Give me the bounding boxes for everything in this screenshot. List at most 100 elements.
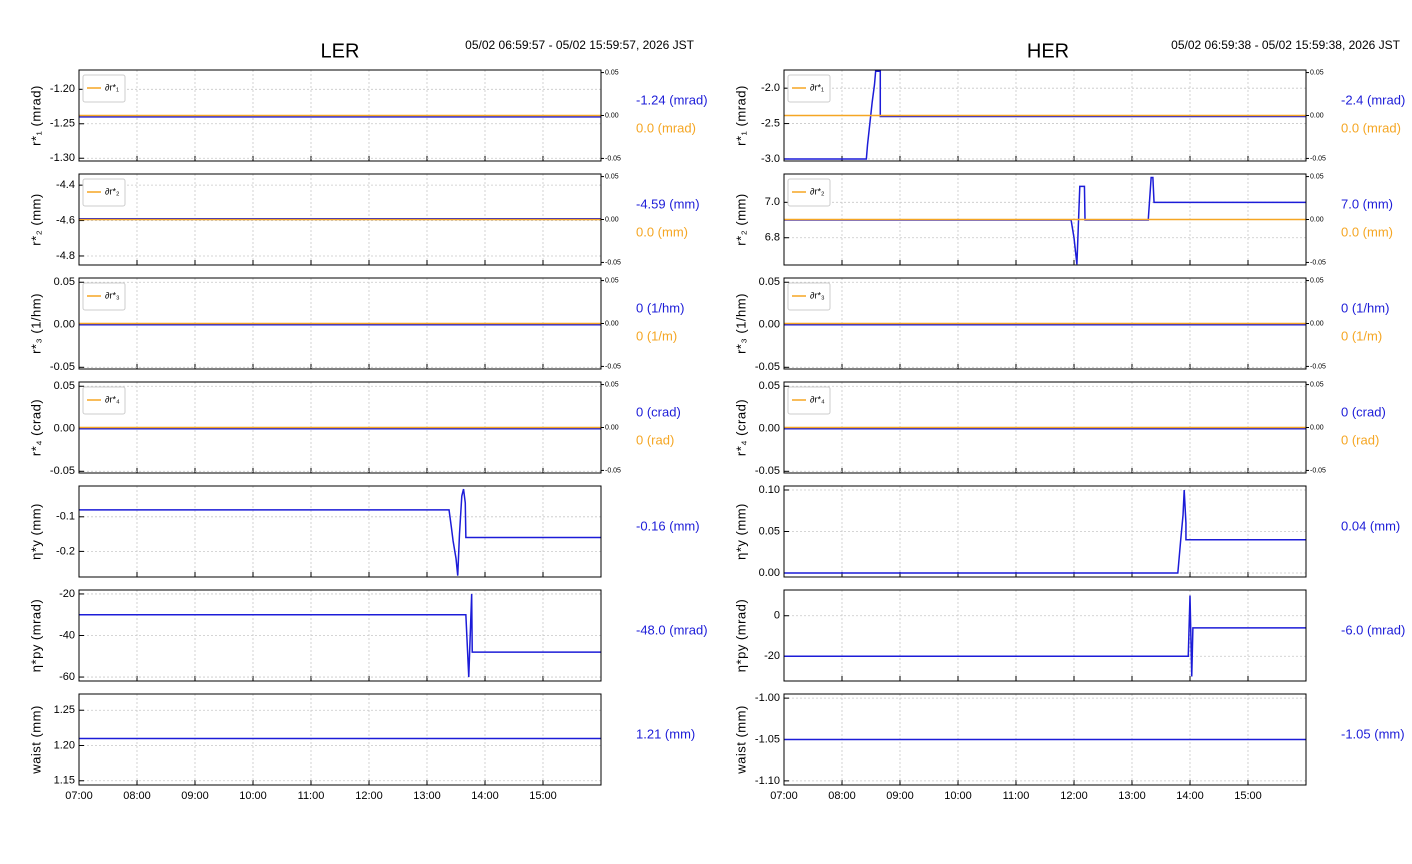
y-tick-label: -4.4 [56,179,75,191]
x-tick-label: 13:00 [413,790,441,802]
y-axis-label: r*₁ (mrad) [28,85,43,146]
legend-label: ∂r*₂ [810,186,825,196]
panel: 0 -20 η*py (mrad) -6.0 (mrad) [733,589,1405,682]
y2-tick-label: 0.00 [605,216,619,223]
x-tick-label: 15:00 [529,790,557,802]
plot-frame [78,277,602,370]
y-tick-label: 0.00 [54,319,75,331]
readout: 7.0 (mm) [1341,196,1393,211]
y2-tick-label: 0.00 [1310,424,1324,431]
y-tick-label: -20 [764,650,780,662]
y-tick-label: -1.30 [50,152,75,164]
y2-tick-label: 0.05 [1310,173,1324,180]
legend: ∂r*₂ [787,178,831,207]
readout: 0 (1/m) [636,328,677,343]
plot-frame [78,693,602,786]
plot-frame [783,485,1307,578]
legend: ∂r*₁ [787,74,831,103]
y-tick-label: 0.05 [54,380,75,392]
readout: -4.59 (mm) [636,196,700,211]
legend-box [787,386,831,415]
readout: -2.4 (mrad) [1341,92,1405,107]
readout: 0.0 (mm) [636,224,688,239]
legend-label: ∂r*₄ [810,394,825,404]
y-tick-label: -1.05 [755,733,780,745]
y2-tick-label: 0.00 [605,424,619,431]
y-tick-label: -1.00 [755,692,780,704]
y2-tick-label: 0.00 [1310,112,1324,119]
y-tick-label: 0.00 [759,319,780,331]
y-tick-label: 0 [774,610,780,622]
readout: 0.0 (mrad) [1341,120,1401,135]
panel: 7.0 6.8 0.05 0.00 -0.05 r*₂ (mm) ∂r*₂ 7.0 (mm) 0… [733,173,1393,266]
readout: 0 (rad) [1341,432,1379,447]
y-tick-label: 0.05 [54,276,75,288]
plot-frame [78,589,602,682]
panel: -2.0 -2.5 -3.0 0.05 0.00 -0.05 r*₁ (mrad) ∂r*₁ -… [733,69,1405,164]
panel: 07:00 08:00 09:00 10:00 11:00 12:00 13:00 14:00… [733,692,1404,802]
readout: -1.05 (mm) [1341,726,1405,741]
data-line [784,595,1306,677]
x-tick-label: 14:00 [471,790,499,802]
time-range: 05/02 06:59:57 - 05/02 15:59:57, 2026 JS… [465,38,695,52]
y-tick-label: -0.2 [56,545,75,557]
y-tick-label: -2.5 [761,117,780,129]
panel: 0.10 0.05 0.00 η*y (mm) 0.04 (mm) [733,484,1400,579]
data-line [79,488,601,576]
x-tick-label: 10:00 [944,790,972,802]
plot-frame [783,381,1307,474]
legend: ∂r*₄ [787,386,831,415]
y-axis-label: η*y (mm) [733,503,748,560]
panel: 0.05 0.00 -0.05 0.05 0.00 -0.05 r*₃ (1/hm) ∂r*₃… [28,276,684,373]
legend: ∂r*₃ [787,282,831,311]
legend-label: ∂r*₁ [810,82,824,92]
legend: ∂r*₄ [82,386,126,415]
x-tick-label: 14:00 [1176,790,1204,802]
plot-frame [783,173,1307,266]
y-axis-label: r*₂ (mm) [733,193,748,245]
legend-box [787,178,831,207]
readout: 0.0 (mm) [1341,224,1393,239]
legend-label: ∂r*₃ [105,290,120,300]
y2-tick-label: -0.05 [605,363,621,370]
y2-tick-label: 0.05 [1310,277,1324,284]
x-tick-label: 09:00 [886,790,914,802]
y-axis-label: r*₁ (mrad) [733,85,748,146]
data-line [79,593,601,678]
y-tick-label: 7.0 [765,196,780,208]
y-axis-label: r*₃ (1/hm) [733,293,748,354]
y-tick-label: 0.05 [759,276,780,288]
y-tick-label: -4.8 [56,250,75,262]
x-tick-label: 10:00 [239,790,267,802]
plot-frame [783,589,1307,682]
y-tick-label: -0.05 [755,465,780,477]
y-tick-label: 0.10 [759,484,780,496]
y2-tick-label: -0.05 [1310,467,1326,474]
y2-tick-label: -0.05 [605,259,621,266]
plot-frame [78,173,602,266]
y-tick-label: 0.00 [759,423,780,435]
y-tick-label: -0.05 [50,465,75,477]
readout: -1.24 (mrad) [636,92,708,107]
readout: 1.21 (mm) [636,726,695,741]
y-axis-label: r*₂ (mm) [28,193,43,245]
y2-tick-label: -0.05 [605,467,621,474]
y-tick-label: 0.05 [759,525,780,537]
legend: ∂r*₂ [82,178,126,207]
x-tick-label: 09:00 [181,790,209,802]
section-title: LER [321,40,360,62]
x-tick-label: 12:00 [355,790,383,802]
y-tick-label: 1.20 [54,739,75,751]
y-tick-label: 1.25 [54,704,75,716]
y-tick-label: -1.10 [755,775,780,787]
time-range: 05/02 06:59:38 - 05/02 15:59:38, 2026 JS… [1171,38,1401,52]
y-tick-label: -1.20 [50,83,75,95]
x-tick-label: 11:00 [1003,790,1030,802]
x-tick-label: 12:00 [1060,790,1088,802]
y-tick-label: 0.00 [54,423,75,435]
readout: 0 (crad) [636,404,681,419]
legend: ∂r*₃ [82,282,126,311]
legend-box [787,74,831,103]
